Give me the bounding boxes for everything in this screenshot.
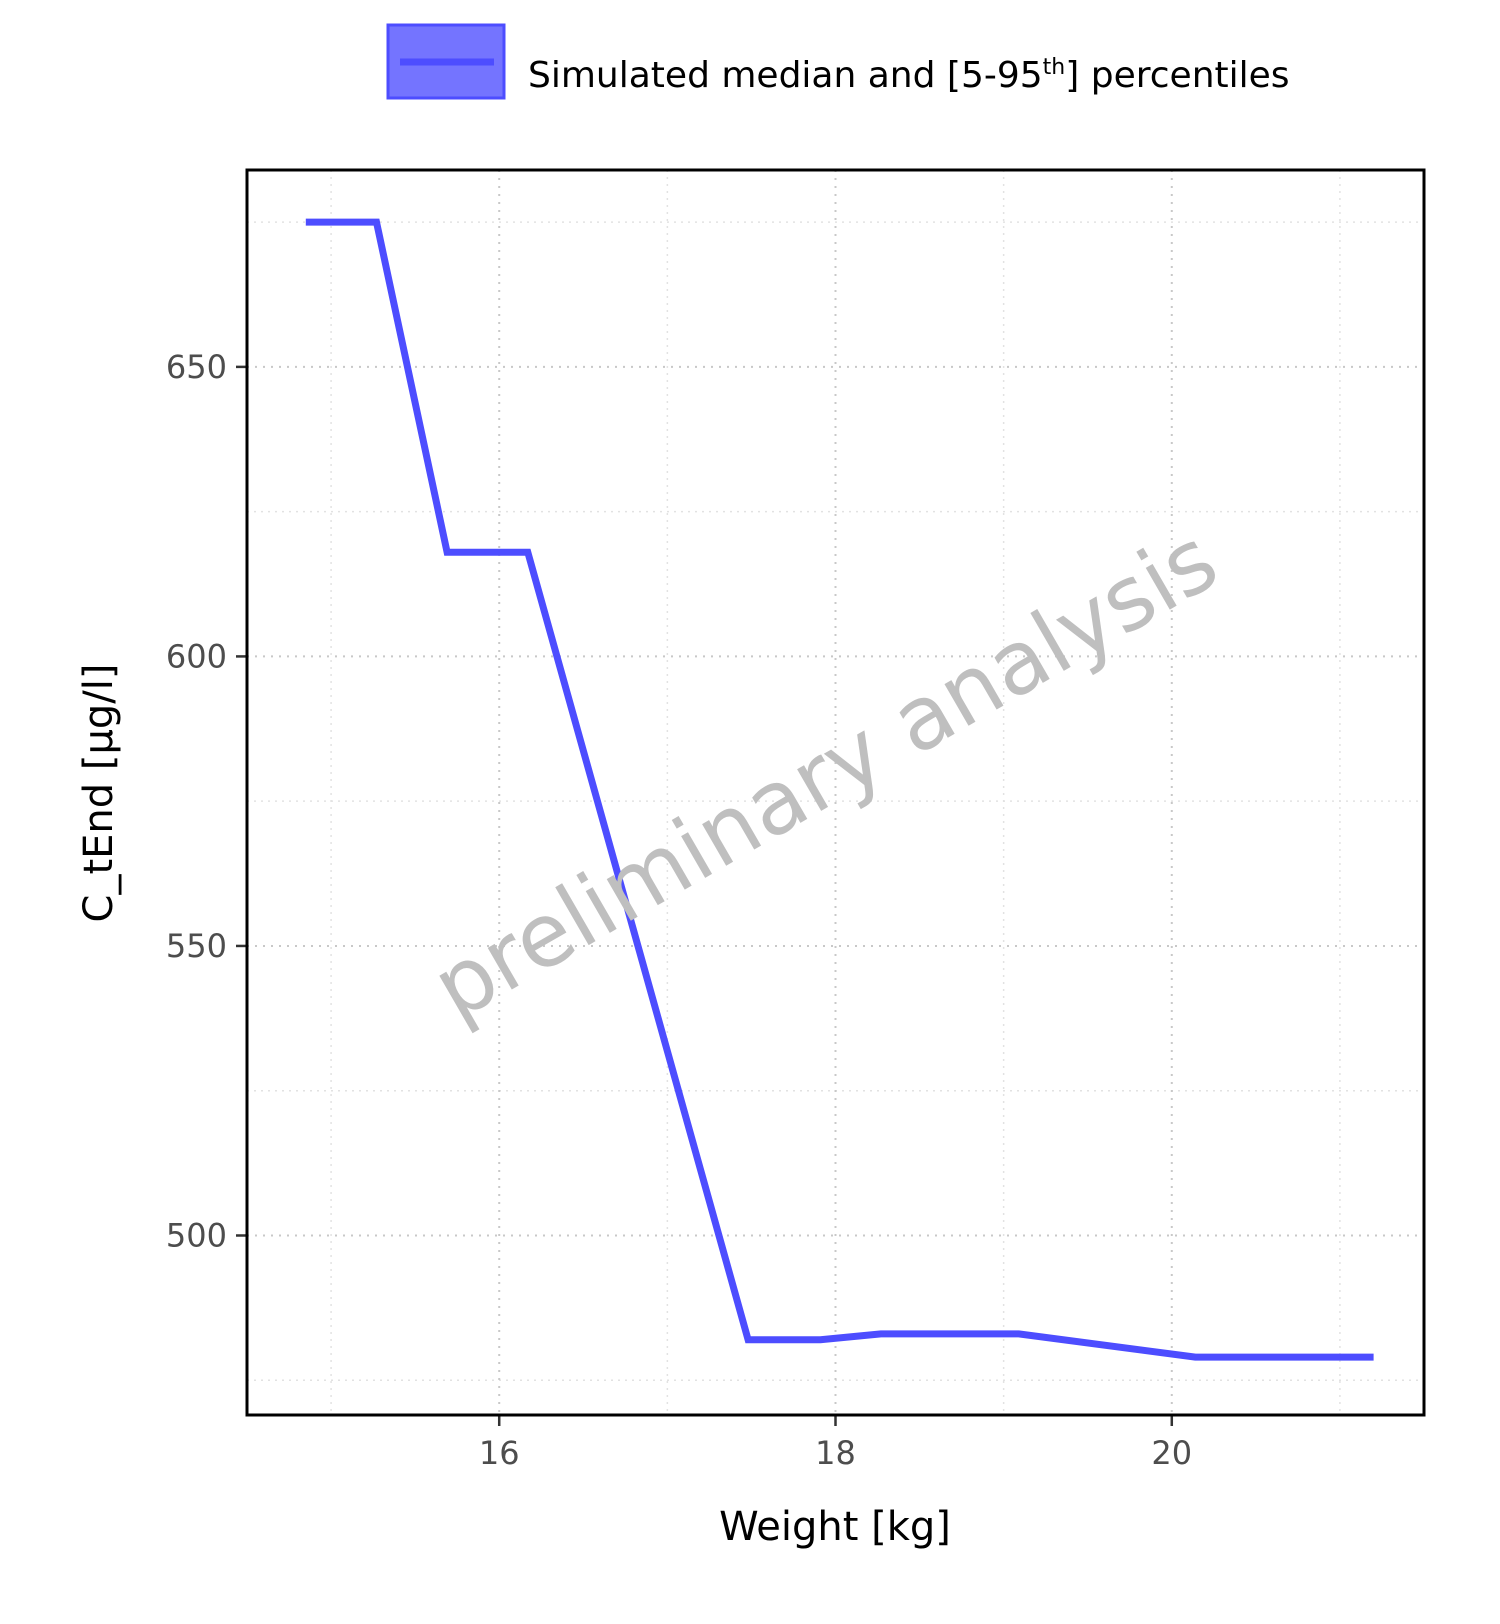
x-axis-title: Weight [kg] <box>719 1504 951 1550</box>
legend: Simulated median and [5-95th] percentile… <box>386 23 1290 100</box>
y-axis-ticks: 500 550 600 650 <box>166 348 247 1254</box>
x-tick-label: 18 <box>815 1434 856 1472</box>
y-axis-title: C_tEnd [µg/l] <box>76 664 122 923</box>
x-tick-label: 16 <box>479 1434 520 1472</box>
x-tick-label: 20 <box>1151 1434 1192 1472</box>
series-layer <box>305 218 1374 1361</box>
x-axis-ticks: 16 18 20 <box>479 1415 1192 1472</box>
y-tick-label: 600 <box>166 637 227 675</box>
legend-label: Simulated median and [5-95th] percentile… <box>528 55 1290 96</box>
plot-panel-border <box>245 168 1426 1417</box>
y-tick-label: 650 <box>166 348 227 386</box>
series-line <box>305 218 1374 1361</box>
y-tick-label: 500 <box>166 1216 227 1254</box>
y-tick-label: 550 <box>166 927 227 965</box>
grid <box>247 170 1424 1415</box>
